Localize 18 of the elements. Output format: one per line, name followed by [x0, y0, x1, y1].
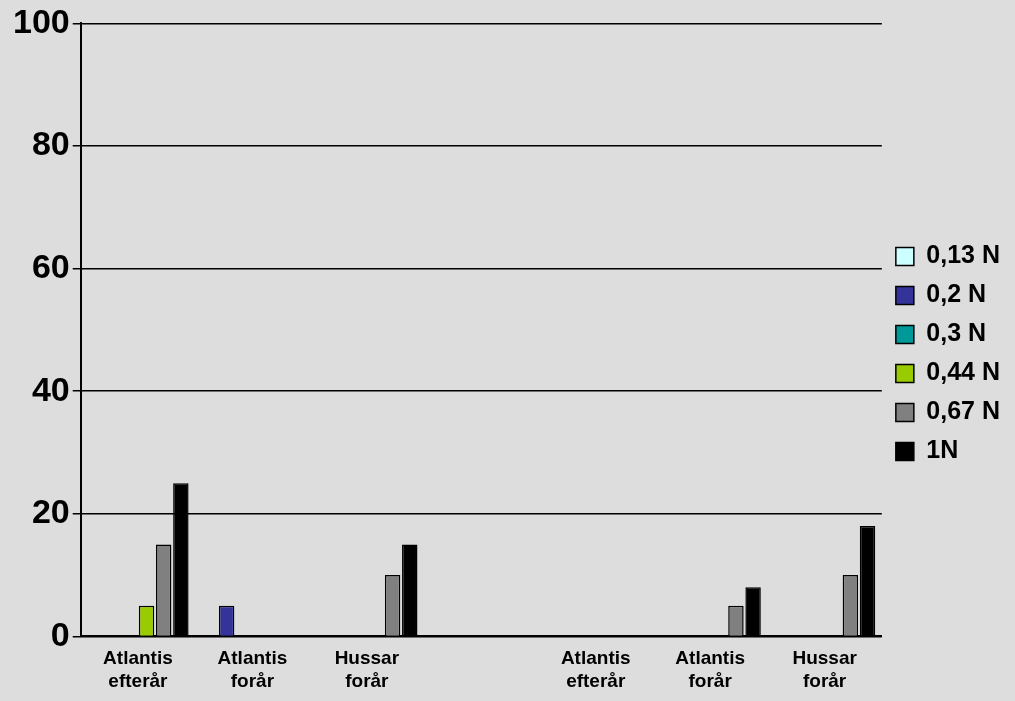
legend-label: 0,3 N: [926, 318, 987, 347]
legend-label: 0,2 N: [926, 279, 987, 308]
y-tick-label: 80: [31, 124, 70, 163]
x-tick-label: Atlantis forår: [217, 647, 288, 691]
legend-label: 0,44 N: [926, 357, 1001, 386]
x-tick-label: Hussar forår: [792, 647, 858, 691]
x-tick-label: Atlantis efterår: [560, 647, 631, 691]
x-tick-label: Atlantis efterår: [103, 647, 173, 691]
y-tick-label: 40: [31, 369, 70, 408]
legend-label: 0,67 N: [926, 396, 1001, 425]
y-tick-label: 60: [31, 246, 70, 285]
y-tick-label: 100: [12, 1, 70, 40]
x-tick-label: Hussar forår: [334, 647, 400, 691]
x-tick-label: Atlantis forår: [675, 647, 746, 691]
y-tick-label: 20: [31, 492, 70, 531]
legend-label: 1N: [926, 435, 959, 464]
y-tick-label: 0: [50, 614, 70, 653]
legend-label: 0,13 N: [926, 240, 1001, 269]
